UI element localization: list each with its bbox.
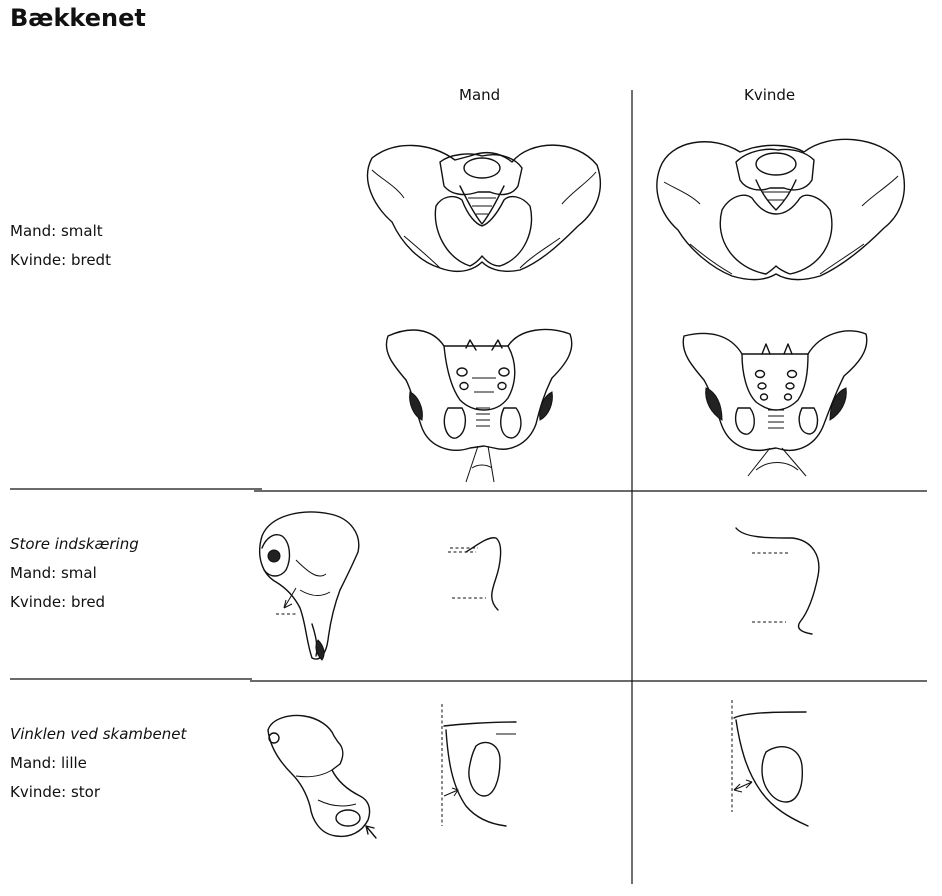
female-sciatic-notch-outline: [735, 527, 820, 635]
row-pubic-angle-female: Kvinde: stor: [10, 783, 100, 801]
female-pubic-angle-outline: [731, 700, 809, 827]
row-sciatic-notch-male: Mand: smal: [10, 564, 97, 582]
male-pelvis-top-illustration: [366, 144, 602, 272]
male-pelvis-front-illustration: [385, 328, 573, 483]
row-pelvis-width-female: Kvinde: bredt: [10, 251, 111, 269]
row-sciatic-notch-text: Store indskæring Mand: smal Kvinde: bred: [10, 530, 139, 617]
column-header-female: Kvinde: [744, 86, 796, 104]
row-pelvis-width-text: Mand: smalt Kvinde: bredt: [10, 217, 111, 275]
hip-bone-angle-illustration: [267, 714, 377, 839]
hip-bone-notch-illustration: [258, 511, 360, 661]
row-sciatic-notch-female: Kvinde: bred: [10, 593, 106, 611]
male-sciatic-notch-outline: [448, 537, 502, 611]
female-pelvis-front-illustration: [682, 330, 868, 477]
column-header-male: Mand: [459, 86, 501, 104]
row-pubic-angle-heading: Vinklen ved skambenet: [10, 725, 187, 743]
page-title: Bækkenet: [10, 4, 146, 32]
row-sciatic-notch-heading: Store indskæring: [10, 535, 139, 553]
row-pelvis-width-male: Mand: smalt: [10, 222, 103, 240]
row-pubic-angle-text: Vinklen ved skambenet Mand: lille Kvinde…: [10, 720, 186, 807]
row-pubic-angle-male: Mand: lille: [10, 754, 87, 772]
female-pelvis-top-illustration: [656, 138, 905, 281]
male-pubic-angle-outline: [441, 704, 517, 827]
